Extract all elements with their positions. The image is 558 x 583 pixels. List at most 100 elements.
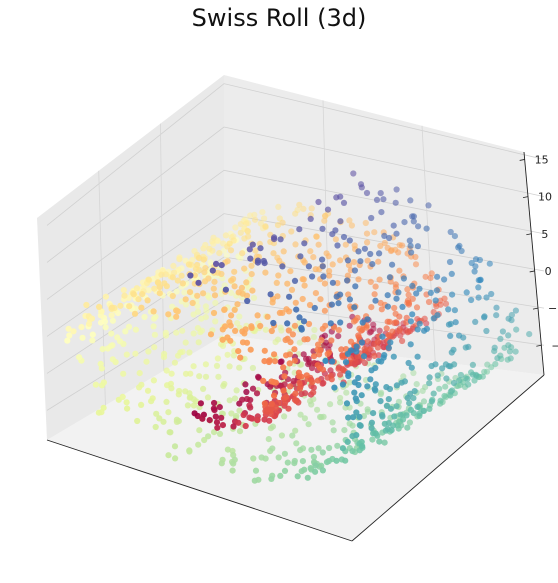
data-point	[163, 283, 170, 290]
data-point	[396, 313, 403, 320]
data-point	[353, 343, 360, 350]
data-point	[271, 351, 278, 358]
data-point	[195, 254, 203, 262]
data-point	[237, 221, 244, 228]
data-point	[168, 370, 175, 377]
data-point	[230, 352, 237, 359]
data-point	[367, 250, 374, 258]
data-point	[433, 287, 440, 294]
data-point	[374, 344, 381, 351]
data-point	[136, 384, 143, 391]
data-point	[308, 364, 316, 372]
data-point	[288, 228, 295, 235]
data-point	[280, 364, 287, 371]
data-point	[317, 365, 324, 372]
data-point	[378, 358, 385, 365]
data-point	[191, 272, 198, 279]
data-point	[337, 399, 344, 406]
data-point	[441, 276, 448, 283]
data-point	[404, 424, 411, 431]
data-point	[349, 448, 356, 455]
data-point	[494, 355, 501, 362]
data-point	[329, 419, 336, 426]
data-point	[339, 381, 346, 388]
data-point	[483, 327, 490, 335]
data-point	[310, 353, 318, 360]
data-point	[281, 450, 288, 457]
data-point	[390, 222, 397, 229]
data-point	[307, 215, 314, 222]
data-point	[192, 265, 200, 272]
data-point	[112, 359, 119, 366]
y-axis-line	[351, 374, 545, 542]
data-point	[354, 353, 361, 360]
data-point	[405, 299, 413, 307]
data-point	[282, 394, 290, 401]
data-point	[276, 309, 283, 316]
data-point	[200, 385, 207, 392]
data-point	[151, 285, 158, 292]
data-point	[287, 383, 294, 390]
data-point	[360, 353, 368, 360]
data-point	[404, 286, 411, 293]
data-point	[184, 402, 191, 409]
left-wall-pane	[37, 75, 224, 440]
data-point	[469, 371, 476, 378]
data-point	[387, 405, 394, 412]
data-point	[117, 302, 124, 309]
data-point	[335, 333, 342, 340]
data-point	[407, 341, 414, 348]
data-point	[423, 225, 430, 232]
z-tick	[526, 233, 532, 236]
data-point	[226, 397, 233, 404]
data-point	[156, 290, 163, 297]
data-point	[236, 364, 243, 371]
data-point	[364, 408, 371, 415]
data-point	[329, 261, 336, 268]
data-point	[109, 317, 116, 324]
data-point	[273, 279, 280, 286]
data-point	[245, 233, 252, 240]
data-point	[407, 242, 414, 249]
data-point	[343, 400, 351, 407]
data-point	[437, 397, 444, 404]
data-point	[152, 423, 159, 431]
data-point	[271, 358, 279, 365]
data-point	[285, 327, 292, 334]
data-point	[222, 286, 229, 293]
data-point	[296, 201, 303, 208]
data-point	[378, 306, 385, 313]
data-point	[427, 274, 434, 282]
data-point	[70, 328, 77, 335]
data-point	[512, 307, 520, 314]
data-point	[211, 429, 218, 436]
data-point	[275, 203, 282, 210]
data-point	[261, 260, 268, 267]
data-point	[266, 417, 273, 424]
data-point	[355, 374, 362, 382]
data-point	[342, 346, 350, 353]
data-point	[507, 355, 514, 362]
data-point	[321, 342, 328, 349]
data-point	[321, 307, 328, 314]
data-point	[434, 273, 441, 280]
data-point	[368, 214, 375, 222]
data-point	[314, 406, 321, 413]
data-point	[232, 224, 239, 231]
data-point	[332, 236, 339, 243]
data-point	[190, 330, 197, 337]
data-point	[150, 315, 158, 322]
data-point	[319, 380, 326, 387]
data-point	[197, 400, 204, 407]
data-point	[328, 301, 335, 308]
data-point	[311, 304, 318, 312]
data-point	[358, 339, 365, 346]
data-point	[335, 365, 342, 372]
data-point	[253, 390, 261, 397]
data-point	[165, 409, 172, 416]
data-point	[291, 460, 298, 467]
data-point	[387, 339, 394, 346]
data-point	[309, 379, 316, 386]
data-point	[213, 362, 221, 369]
